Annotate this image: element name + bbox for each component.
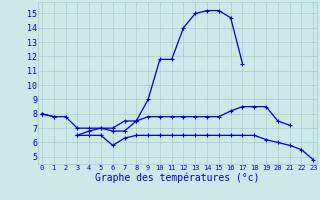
X-axis label: Graphe des températures (°c): Graphe des températures (°c) xyxy=(95,173,260,183)
